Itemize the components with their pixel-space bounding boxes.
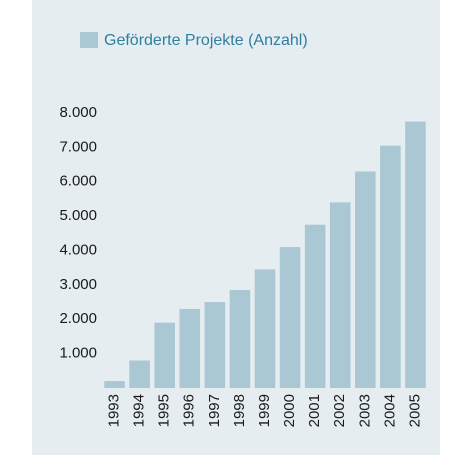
bar [380,145,401,388]
bar [129,360,150,388]
bar [405,121,426,388]
bar [179,308,201,388]
x-tick-label: 1999 [256,394,273,427]
bar [204,302,226,388]
x-tick-label: 1994 [131,394,148,427]
bar [104,381,125,388]
x-tick-label: 2001 [306,394,323,427]
y-tick-label: 6.000 [59,173,97,190]
x-tick-label: 1996 [181,394,198,427]
y-tick-label: 7.000 [59,138,97,155]
bar [254,269,276,388]
x-tick-label: 1995 [156,394,173,427]
bar [154,322,175,388]
y-tick-label: 5.000 [59,207,97,224]
x-tick-label: 2003 [356,394,373,427]
x-tick-label: 2005 [406,394,423,427]
x-tick-label: 1993 [106,394,123,427]
bar [304,224,326,388]
legend-swatch [80,32,98,48]
bar [355,171,376,388]
x-tick-label: 1997 [206,394,223,427]
x-tick-label: 2000 [281,394,298,427]
y-tick-label: 2.000 [59,310,97,327]
y-tick-label: 4.000 [59,241,97,258]
bar [229,290,251,388]
legend-label: Geförderte Projekte (Anzahl) [104,32,308,49]
y-tick-label: 1.000 [59,345,97,362]
bar [279,247,301,388]
y-tick-label: 3.000 [59,276,97,293]
bar [329,202,351,388]
x-tick-label: 2004 [381,394,398,427]
y-tick-label: 8.000 [59,104,97,121]
x-tick-label: 1998 [231,394,248,427]
x-tick-label: 2002 [331,394,348,427]
